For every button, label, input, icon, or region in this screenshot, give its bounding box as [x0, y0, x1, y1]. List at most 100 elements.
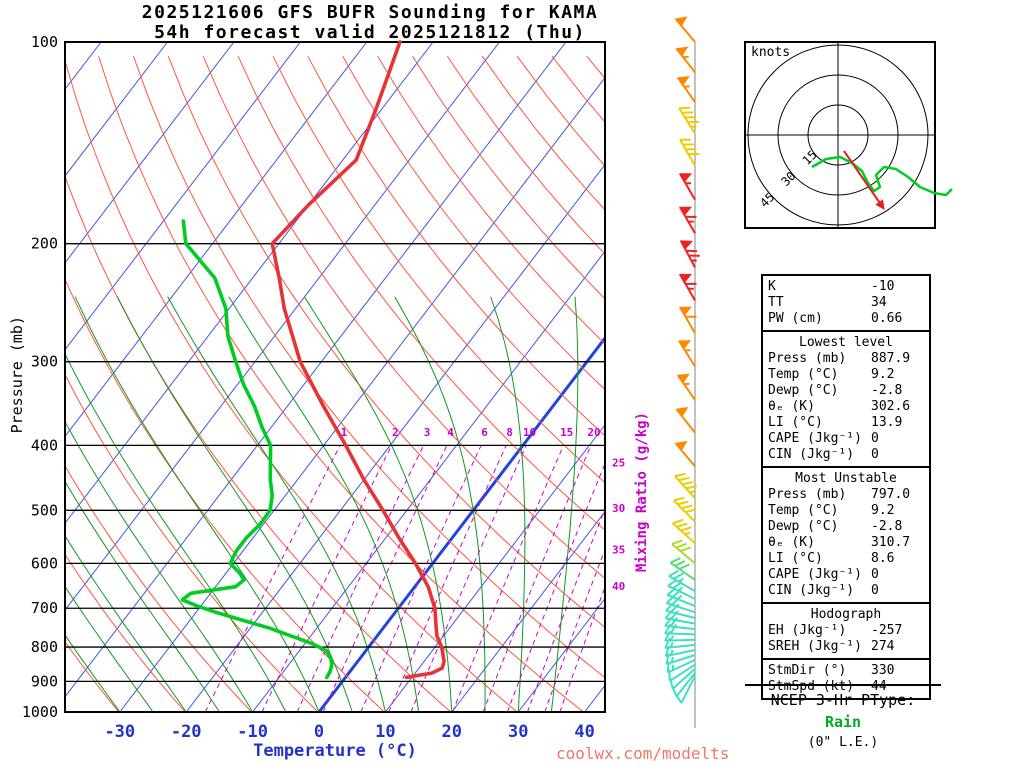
mixing-ratio-line — [506, 462, 605, 712]
stat-value: 9.2 — [871, 503, 895, 518]
dry-adiabat — [65, 373, 319, 712]
wind-barb-flag — [679, 306, 693, 316]
stat-row: Dewp (°C) -2.8 — [768, 519, 924, 535]
ptype-value: Rain — [824, 713, 862, 731]
wind-barb — [664, 630, 696, 642]
hodograph-ring — [747, 44, 929, 226]
wind-barb-flag — [679, 173, 693, 183]
dry-adiabat — [202, 56, 605, 580]
temperature-tick-label: -10 — [237, 722, 268, 742]
stat-label: CAPE (Jkg⁻¹) — [768, 431, 862, 446]
plot-border — [64, 41, 606, 713]
stat-row: θₑ (K) 302.6 — [768, 399, 924, 415]
watermark: coolwx.com/modelts — [556, 744, 730, 763]
pressure-tick-label: 900 — [31, 672, 58, 690]
temperature-tick-label: -30 — [104, 722, 135, 742]
dewpoint-curve — [180, 219, 334, 680]
chart-subtitle: 54h forecast valid 2025121812 (Thu) — [154, 22, 586, 43]
moist-adiabat — [65, 534, 187, 712]
temperature-tick-label: -20 — [171, 722, 202, 742]
moist-adiabat — [490, 296, 526, 712]
ptype-title: NCEP 3-Hr PType: — [770, 691, 916, 709]
dry-adiabat — [65, 58, 518, 712]
stat-row: StmDir (°) 330 — [768, 663, 924, 679]
pressure-tick-label: 800 — [31, 638, 58, 656]
stat-row: Press (mb) 887.9 — [768, 351, 924, 367]
stat-value: -2.8 — [871, 383, 903, 398]
isotherm — [252, 250, 605, 712]
wind-barb — [669, 557, 696, 581]
moist-adiabat — [394, 296, 486, 712]
wind-barb — [664, 637, 696, 649]
wind-barb-flag — [679, 273, 693, 284]
mixing-ratio-axis-label: Mixing Ratio (g/kg) — [634, 412, 650, 573]
wind-barb — [674, 472, 698, 500]
dry-adiabat — [272, 55, 605, 484]
dry-adiabat — [98, 56, 585, 712]
stat-label: θₑ (K) — [768, 535, 815, 550]
moist-adiabat — [74, 296, 320, 712]
moist-adiabat — [116, 296, 353, 712]
temperature-curve — [270, 40, 446, 680]
dry-adiabat — [133, 56, 605, 679]
mixing-ratio-label-right: 30 — [612, 502, 625, 515]
wind-barb-flag — [679, 206, 693, 216]
wind-barb-flag — [674, 440, 688, 452]
dry-adiabat — [167, 56, 605, 629]
stat-label: Dewp (°C) — [768, 519, 839, 534]
pressure-tick-label: 700 — [31, 599, 58, 617]
isotherm — [317, 335, 605, 712]
isotherm — [185, 163, 605, 712]
wind-barb-flag — [674, 16, 688, 27]
pressure-tick-label: 600 — [31, 554, 58, 572]
ptype-divider — [745, 684, 941, 686]
mixing-ratio-line — [296, 445, 424, 712]
temperature-tick-label: 20 — [442, 722, 462, 742]
stat-label: Press (mb) — [768, 351, 847, 366]
stat-label: LI (°C) — [768, 551, 823, 566]
temperature-tick-label: 40 — [574, 722, 594, 742]
stat-row: CAPE (Jkg⁻¹) 0 — [768, 431, 924, 447]
stat-row: CIN (Jkg⁻¹) 0 — [768, 447, 924, 463]
moist-adiabat — [167, 296, 386, 712]
stat-value: 0 — [871, 567, 879, 582]
stat-value: 330 — [871, 663, 895, 678]
isotherm — [65, 42, 235, 264]
stat-row: PW (cm) 0.66 — [768, 311, 924, 327]
skewt-background — [65, 42, 605, 712]
mixing-ratio-label: 1 — [341, 426, 348, 439]
mixing-ratio-label: 20 — [587, 426, 600, 439]
stat-row: θₑ (K) 310.7 — [768, 535, 924, 551]
dry-adiabat — [65, 640, 120, 712]
dry-adiabat — [377, 55, 605, 345]
pressure-tick-label: 500 — [31, 501, 58, 519]
stat-value: -257 — [871, 623, 903, 638]
dry-adiabat — [65, 464, 253, 712]
stat-row: Temp (°C) 9.2 — [768, 367, 924, 383]
stat-row: CIN (Jkg⁻¹) 0 — [768, 583, 924, 599]
wind-barb — [679, 138, 700, 167]
stat-label: StmSpd (kt) — [768, 679, 855, 694]
stat-label: CIN (Jkg⁻¹) — [768, 447, 855, 462]
temperature-axis-label: Temperature (°C) — [253, 741, 417, 761]
stat-row: SREH (Jkg⁻¹) 274 — [768, 639, 924, 655]
stat-row: StmSpd (kt) 44 — [768, 679, 924, 695]
mixing-ratio-label: 2 — [392, 426, 399, 439]
moist-adiabat — [65, 352, 287, 712]
temperature-tick-label: 30 — [508, 722, 528, 742]
stat-row: Temp (°C) 9.2 — [768, 503, 924, 519]
pressure-axis-label: Pressure (mb) — [8, 316, 26, 434]
stat-label: Temp (°C) — [768, 503, 839, 518]
stat-row: Dewp (°C) -2.8 — [768, 383, 924, 399]
mixing-ratio-label: 4 — [447, 426, 454, 439]
stat-row: K -10 — [768, 279, 924, 295]
wind-barb — [674, 675, 696, 704]
wind-barb-column — [664, 16, 700, 728]
storm-motion-vector — [843, 150, 885, 210]
moist-adiabat — [65, 585, 154, 712]
hodograph-ring — [807, 104, 869, 166]
mixing-ratio-label: 8 — [506, 426, 513, 439]
temperature-tick-label: 0 — [314, 722, 324, 742]
